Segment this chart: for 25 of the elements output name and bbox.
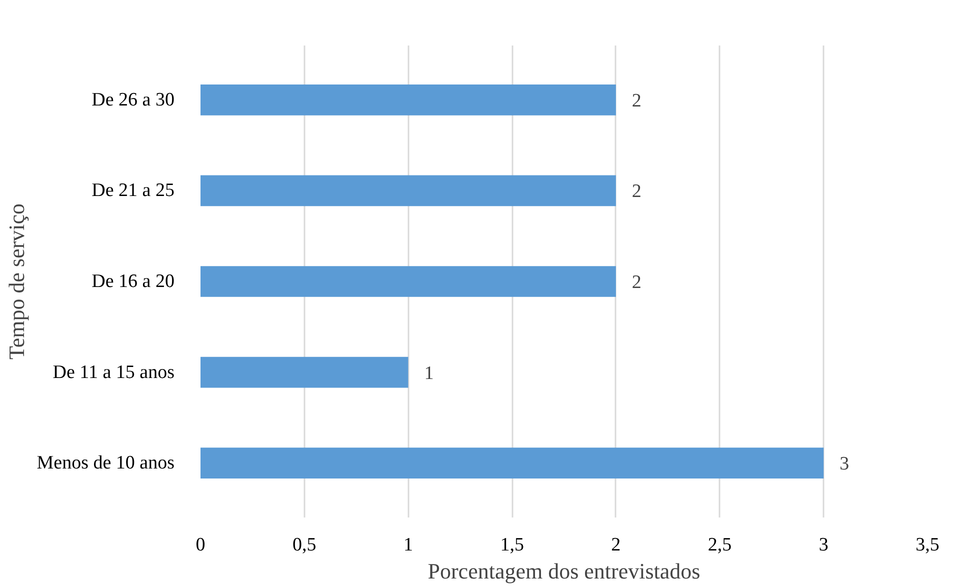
bar <box>200 356 408 388</box>
data-label: 1 <box>424 362 434 384</box>
y-axis-title: Tempo de serviço <box>4 203 29 360</box>
data-label: 2 <box>632 181 642 202</box>
x-axis-title: Porcentagem dos entrevistados <box>428 558 700 584</box>
data-label: 3 <box>840 454 850 475</box>
x-tick-label: 3,5 <box>916 534 940 556</box>
y-tick-label: De 21 a 25 <box>92 180 175 202</box>
x-tick-label: 0 <box>196 534 206 556</box>
bar <box>200 448 824 478</box>
y-tick-label: De 16 a 20 <box>92 271 175 292</box>
data-label: 2 <box>632 90 642 112</box>
y-tick-label: De 26 a 30 <box>92 89 175 110</box>
data-label: 2 <box>632 272 642 293</box>
y-tick-label: De 11 a 15 anos <box>52 362 175 383</box>
x-tick-label: 1,5 <box>500 534 524 556</box>
bar <box>200 84 616 116</box>
x-tick-label: 2,5 <box>708 534 732 556</box>
bar <box>200 175 616 206</box>
y-tick-label: Menos de 10 anos <box>36 452 175 474</box>
x-tick-label: 2 <box>611 534 621 556</box>
x-tick-label: 0,5 <box>292 534 316 556</box>
x-tick-label: 3 <box>818 534 828 556</box>
bar <box>200 266 616 297</box>
x-tick-label: 1 <box>403 534 413 556</box>
